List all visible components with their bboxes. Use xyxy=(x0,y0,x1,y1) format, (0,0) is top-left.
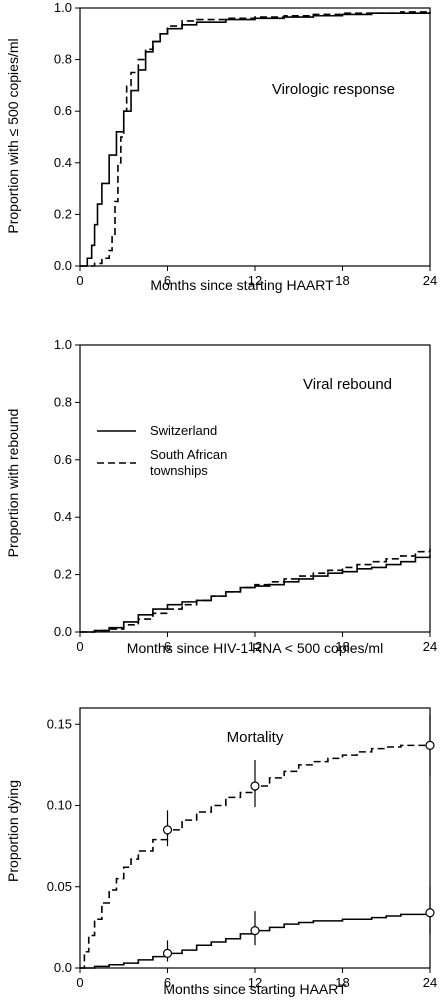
legend-label: South African xyxy=(150,447,227,462)
y-tick-label: 1.0 xyxy=(54,0,72,15)
x-tick-label: 6 xyxy=(164,273,171,288)
x-tick-label: 6 xyxy=(164,975,171,990)
y-tick-label: 0.2 xyxy=(54,567,72,582)
x-tick-label: 12 xyxy=(248,639,262,654)
series-line-solid xyxy=(80,554,431,633)
data-point xyxy=(162,825,173,835)
y-tick-label: 0.05 xyxy=(47,879,72,894)
series-line-solid xyxy=(80,11,431,267)
x-tick-label: 6 xyxy=(164,639,171,654)
x-tick-label: 12 xyxy=(248,975,262,990)
data-point xyxy=(162,948,173,958)
series-line-dashed xyxy=(80,11,430,267)
panel-title: Mortality xyxy=(227,729,284,746)
panel-virologic-response: Virologic response Months since starting… xyxy=(5,0,437,293)
data-point xyxy=(425,740,435,750)
x-axis-title: Months since starting HAART xyxy=(163,981,347,997)
y-axis-title: Proportion dying xyxy=(5,780,21,882)
x-tick-label: 0 xyxy=(76,273,83,288)
y-tick-label: 0.4 xyxy=(54,155,72,170)
y-tick-label: 0.0 xyxy=(54,624,72,639)
panel-title: Virologic response xyxy=(272,81,395,98)
series-line-dashed xyxy=(80,548,431,633)
x-tick-label: 24 xyxy=(423,273,437,288)
y-tick-label: 0.2 xyxy=(54,206,72,221)
x-tick-label: 24 xyxy=(423,975,437,990)
x-tick-label: 18 xyxy=(335,975,349,990)
y-axis-title: Proportion with ≤ 500 copies/ml xyxy=(5,38,21,233)
series-line-dashed xyxy=(80,744,430,969)
y-tick-label: 0.6 xyxy=(54,103,72,118)
legend-label: Switzerland xyxy=(150,423,217,438)
y-tick-label: 0.6 xyxy=(54,452,72,467)
legend: Switzerland South African townships xyxy=(97,423,227,478)
y-tick-label: 1.0 xyxy=(54,337,72,352)
y-tick-label: 0.0 xyxy=(54,258,72,273)
y-tick-label: 0.8 xyxy=(54,52,72,67)
data-point xyxy=(250,926,260,936)
x-tick-label: 0 xyxy=(76,639,83,654)
legend-label: townships xyxy=(150,463,208,478)
panel-viral-rebound: Viral rebound Months since HIV-1 RNA < 5… xyxy=(5,337,437,656)
data-point xyxy=(425,908,435,918)
x-tick-label: 0 xyxy=(76,975,83,990)
series-line-solid xyxy=(80,912,431,969)
x-axis-title: Months since starting HAART xyxy=(150,277,334,293)
x-axis-title: Months since HIV-1 RNA < 500 copies/ml xyxy=(127,640,383,656)
data-point xyxy=(250,781,260,791)
x-tick-label: 12 xyxy=(248,273,262,288)
x-tick-label: 18 xyxy=(335,273,349,288)
y-tick-label: 0.8 xyxy=(54,394,72,409)
y-tick-label: 0.4 xyxy=(54,509,72,524)
plot-frame xyxy=(79,7,431,267)
y-axis-title: Proportion with rebound xyxy=(5,409,21,558)
y-tick-label: 0.10 xyxy=(47,798,72,813)
panel-title: Viral rebound xyxy=(303,376,392,393)
y-tick-label: 0.15 xyxy=(47,716,72,731)
x-tick-label: 24 xyxy=(423,639,437,654)
x-tick-label: 18 xyxy=(335,639,349,654)
y-tick-label: 0.0 xyxy=(54,960,72,975)
panel-mortality: Mortality Months since starting HAART Pr… xyxy=(5,707,437,997)
